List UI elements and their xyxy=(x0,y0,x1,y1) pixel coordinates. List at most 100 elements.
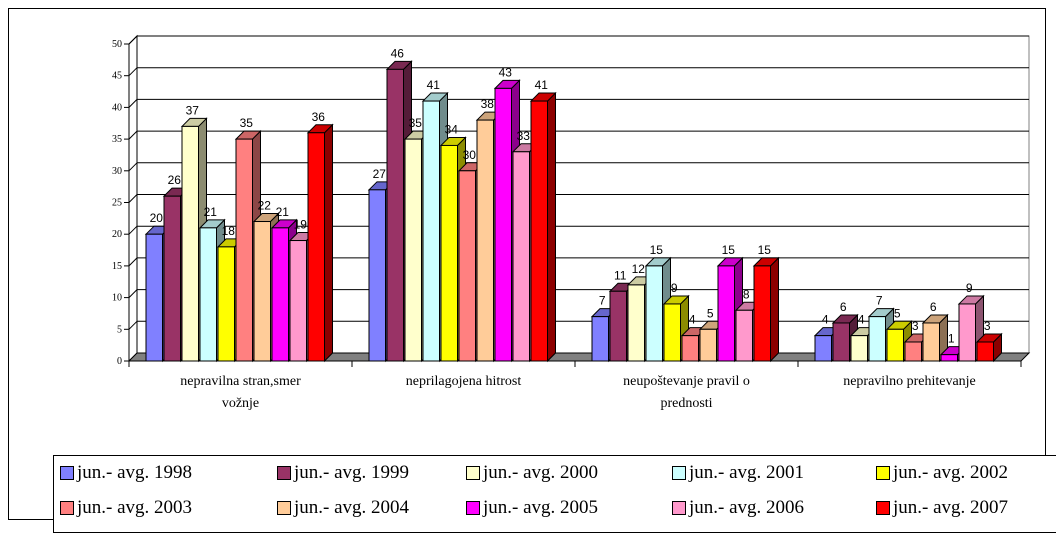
data-label: 12 xyxy=(632,262,646,276)
bar-front xyxy=(814,335,832,362)
data-label: 27 xyxy=(373,167,387,181)
legend-label: jun.- avg. 2007 xyxy=(893,497,1009,518)
bar-front xyxy=(958,303,976,362)
bar-front xyxy=(368,189,386,362)
data-label: 5 xyxy=(894,306,901,320)
gridline-side xyxy=(128,130,138,140)
legend-label: jun.- avg. 2000 xyxy=(483,462,599,483)
legend-swatch xyxy=(876,501,890,515)
bar-side xyxy=(770,256,779,363)
legend-label: jun.- avg. 2001 xyxy=(689,462,805,483)
legend-swatch xyxy=(277,466,291,480)
bar xyxy=(975,332,1003,363)
bar-front xyxy=(663,303,681,362)
data-label: 4 xyxy=(689,313,696,327)
data-label: 3 xyxy=(912,319,919,333)
legend-swatch xyxy=(876,466,890,480)
legend-swatch xyxy=(466,466,480,480)
y-tick-label: 20 xyxy=(112,229,122,240)
data-label: 35 xyxy=(409,116,423,130)
data-label: 15 xyxy=(650,243,664,257)
legend-label: jun.- avg. 2004 xyxy=(294,497,410,518)
bar-front xyxy=(886,328,904,362)
data-label: 33 xyxy=(517,129,531,143)
bar-front xyxy=(904,341,922,362)
bar-front xyxy=(386,68,404,362)
data-label: 4 xyxy=(822,313,829,327)
category-label: prednosti xyxy=(660,396,712,411)
y-tick-label: 30 xyxy=(112,166,122,177)
bar-front xyxy=(145,233,163,362)
category-label: vožnje xyxy=(222,396,259,411)
data-label: 15 xyxy=(758,243,772,257)
data-label: 7 xyxy=(599,294,606,308)
data-label: 30 xyxy=(463,148,477,162)
legend-swatch xyxy=(60,466,74,480)
bar xyxy=(529,91,557,363)
data-label: 7 xyxy=(876,294,883,308)
bar-side xyxy=(324,123,333,363)
legend-label: jun.- avg. 2006 xyxy=(689,497,805,518)
bar-front xyxy=(591,316,609,362)
bar-front xyxy=(163,195,181,362)
legend-item: jun.- avg. 2006 xyxy=(672,497,804,519)
gridline-side xyxy=(128,67,138,77)
bar-front xyxy=(217,246,235,362)
y-tick-label: 5 xyxy=(117,324,122,335)
bar-front xyxy=(307,132,325,362)
bar-front xyxy=(717,265,735,362)
bar-front xyxy=(609,290,627,362)
bar-front xyxy=(735,309,753,362)
bar xyxy=(306,123,334,363)
legend-item: jun.- avg. 2001 xyxy=(672,462,804,484)
bar-front xyxy=(458,170,476,362)
data-label: 36 xyxy=(312,110,326,124)
bar-front xyxy=(832,322,850,362)
bar-front xyxy=(699,328,717,362)
legend: jun.- avg. 1998 jun.- avg. 1999 jun.- avg.… xyxy=(53,455,1056,533)
gridline-side xyxy=(128,194,138,203)
y-tick-label: 45 xyxy=(112,71,122,82)
data-label: 9 xyxy=(966,281,973,295)
bar-front xyxy=(235,138,253,362)
data-label: 21 xyxy=(204,205,218,219)
y-tick-label: 25 xyxy=(112,198,122,209)
data-label: 41 xyxy=(427,78,441,92)
bar-front xyxy=(253,221,271,362)
legend-item: jun.- avg. 2003 xyxy=(60,497,192,519)
bar-front xyxy=(976,341,994,362)
legend-swatch xyxy=(466,501,480,515)
data-label: 1 xyxy=(948,332,955,346)
category-label: nepravilna stran,smer xyxy=(180,374,301,389)
bars xyxy=(144,60,1003,363)
category-label: neupoštevanje pravil o xyxy=(623,374,750,389)
legend-item: jun.- avg. 1999 xyxy=(277,462,409,484)
x-axis: nepravilna stran,smer vožnje neprilagojena… xyxy=(128,361,1022,411)
bar-front xyxy=(645,265,663,362)
data-label: 4 xyxy=(858,313,865,327)
y-axis: 0 5 10 15 20 25 30 35 40 45 50 xyxy=(112,39,130,367)
bar-front xyxy=(440,144,458,362)
bar-front xyxy=(289,240,307,362)
bar-front xyxy=(476,119,494,362)
legend-swatch xyxy=(672,466,686,480)
data-label: 8 xyxy=(743,287,750,301)
legend-item: jun.- avg. 1998 xyxy=(60,462,192,484)
data-label: 3 xyxy=(984,319,991,333)
data-label: 11 xyxy=(614,268,627,282)
data-label: 20 xyxy=(150,211,164,225)
bar xyxy=(752,256,780,363)
legend-item: jun.- avg. 2005 xyxy=(466,497,598,519)
data-label: 19 xyxy=(294,218,308,232)
legend-label: jun.- avg. 2002 xyxy=(893,462,1009,483)
y-tick-label: 50 xyxy=(112,39,122,50)
gridline-side xyxy=(128,225,138,235)
legend-swatch xyxy=(277,501,291,515)
legend-label: jun.- avg. 2003 xyxy=(77,497,193,518)
data-label: 15 xyxy=(722,243,736,257)
gridline-side xyxy=(128,99,138,108)
data-label: 6 xyxy=(840,300,847,314)
bar-front xyxy=(850,335,868,362)
